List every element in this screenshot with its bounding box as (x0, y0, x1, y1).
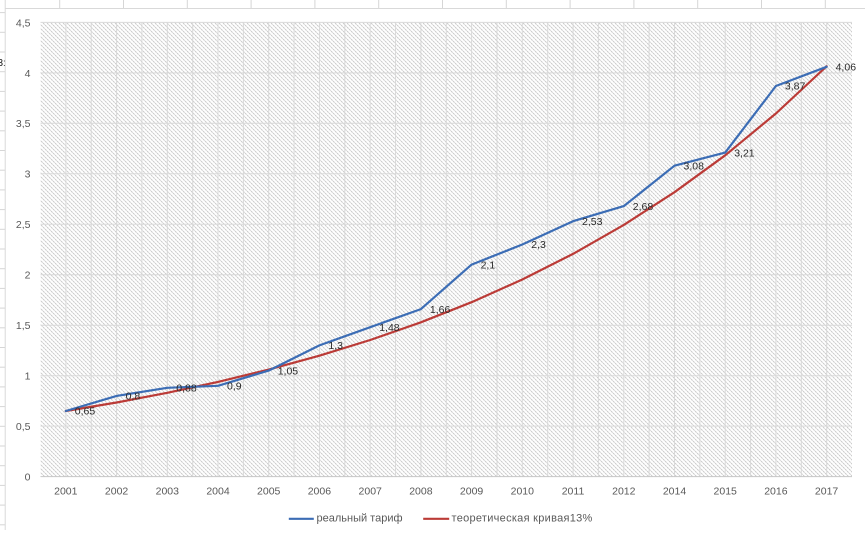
svg-text:3:: 3: (0, 58, 6, 69)
svg-text:2012: 2012 (612, 486, 636, 498)
svg-text:1,3: 1,3 (328, 340, 343, 352)
svg-text:0,88: 0,88 (176, 383, 197, 395)
svg-text:4,5: 4,5 (16, 17, 31, 29)
svg-text:1,48: 1,48 (379, 322, 400, 334)
svg-text:0: 0 (25, 472, 31, 484)
svg-text:0,65: 0,65 (75, 406, 96, 418)
svg-text:0,9: 0,9 (227, 381, 242, 393)
svg-text:2003: 2003 (156, 486, 180, 498)
svg-text:2001: 2001 (54, 486, 78, 498)
svg-text:2,1: 2,1 (481, 259, 496, 271)
svg-text:0,8: 0,8 (126, 391, 141, 403)
svg-text:2017: 2017 (815, 486, 839, 498)
svg-text:3,21: 3,21 (734, 147, 755, 159)
svg-text:3,08: 3,08 (684, 160, 705, 172)
svg-text:2: 2 (25, 270, 31, 282)
svg-text:2,3: 2,3 (531, 239, 546, 251)
svg-text:реальный тариф: реальный тариф (317, 512, 403, 524)
svg-text:теоретическая кривая13%: теоретическая кривая13% (452, 512, 593, 524)
svg-text:2014: 2014 (663, 486, 687, 498)
svg-text:0,5: 0,5 (16, 421, 31, 433)
svg-text:2,53: 2,53 (582, 216, 603, 228)
svg-text:1,05: 1,05 (278, 365, 299, 377)
svg-text:1,5: 1,5 (16, 320, 31, 332)
svg-text:3,5: 3,5 (16, 118, 31, 130)
svg-text:2016: 2016 (764, 486, 788, 498)
svg-text:2015: 2015 (714, 486, 738, 498)
svg-text:2005: 2005 (257, 486, 281, 498)
svg-text:2011: 2011 (562, 486, 585, 498)
svg-text:2007: 2007 (359, 486, 383, 498)
svg-text:3: 3 (25, 169, 31, 181)
svg-text:2004: 2004 (206, 486, 230, 498)
svg-text:1: 1 (25, 371, 31, 383)
svg-text:2010: 2010 (511, 486, 535, 498)
svg-text:2008: 2008 (409, 486, 433, 498)
svg-text:4,06: 4,06 (836, 62, 857, 74)
svg-text:2,68: 2,68 (633, 201, 654, 213)
svg-text:2009: 2009 (460, 486, 484, 498)
svg-text:2006: 2006 (308, 486, 332, 498)
svg-text:2,5: 2,5 (16, 219, 31, 231)
svg-text:2002: 2002 (105, 486, 129, 498)
svg-text:3,87: 3,87 (785, 81, 806, 93)
svg-text:1,66: 1,66 (430, 304, 451, 316)
svg-text:4: 4 (25, 68, 31, 80)
